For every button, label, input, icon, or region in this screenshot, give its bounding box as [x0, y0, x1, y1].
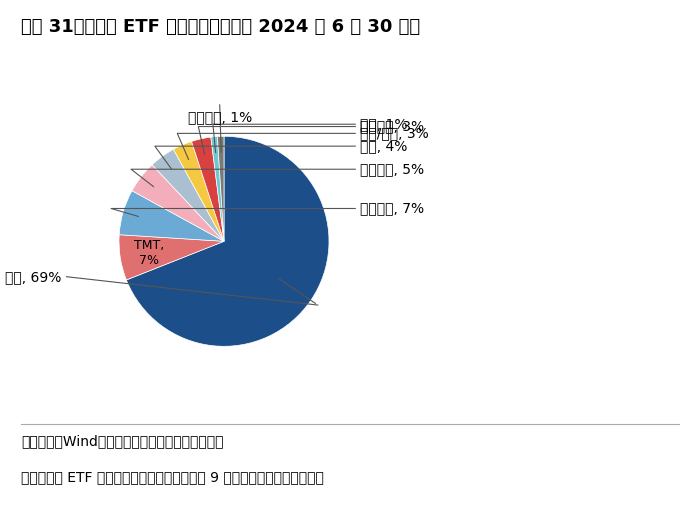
Wedge shape [119, 190, 224, 241]
Wedge shape [152, 149, 224, 241]
Text: 宽基, 69%: 宽基, 69% [5, 270, 62, 283]
Text: 其他主题, 3%: 其他主题, 3% [360, 119, 425, 134]
Text: 周期, 1%: 周期, 1% [360, 117, 408, 131]
Text: 央企国企, 1%: 央企国企, 1% [188, 110, 252, 124]
Text: 图表 31、各类型 ETF 的规模占比（截至 2024 年 6 月 30 日）: 图表 31、各类型 ETF 的规模占比（截至 2024 年 6 月 30 日） [21, 18, 420, 36]
Text: 资料来源：Wind，兴业证券经济与金融研究院整理: 资料来源：Wind，兴业证券经济与金融研究院整理 [21, 434, 223, 449]
Wedge shape [218, 136, 224, 241]
Wedge shape [174, 141, 224, 241]
Wedge shape [119, 235, 224, 280]
Text: 红利/低波, 3%: 红利/低波, 3% [360, 126, 429, 140]
Text: 注：股票型 ETF 占被动指数基金规模比例的约 9 成，其分布具有代表意义。: 注：股票型 ETF 占被动指数基金规模比例的约 9 成，其分布具有代表意义。 [21, 470, 324, 484]
Text: 制造, 4%: 制造, 4% [360, 139, 408, 153]
Text: 消费医药, 7%: 消费医药, 7% [360, 202, 425, 215]
Wedge shape [127, 136, 329, 346]
Wedge shape [132, 165, 224, 241]
Text: TMT,
7%: TMT, 7% [134, 239, 164, 267]
Wedge shape [192, 137, 224, 241]
Wedge shape [211, 137, 224, 241]
Text: 金融地产, 5%: 金融地产, 5% [360, 162, 425, 176]
